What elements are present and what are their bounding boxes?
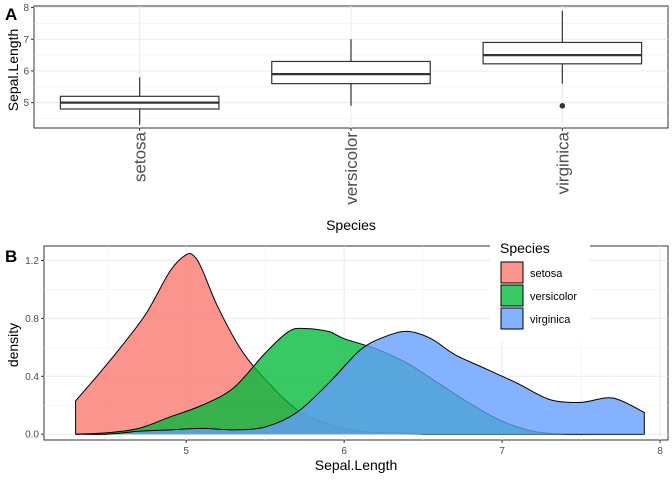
y-tick-label: 6 — [23, 66, 29, 77]
panel-a-y-ticks: 5 6 7 8 — [23, 3, 34, 109]
panel-a: A Sepal.Length Species 5 6 7 8 setosa versic… — [5, 3, 669, 233]
x-tick-label: versicolor — [342, 132, 361, 205]
panel-b-y-ticks: 0.0 0.4 0.8 1.2 — [25, 256, 44, 441]
legend-label: virginica — [530, 314, 571, 326]
density-area-setosa — [75, 253, 645, 435]
x-tick-label: 7 — [499, 446, 505, 457]
x-tick-label: 5 — [183, 446, 189, 457]
outlier-point — [559, 103, 566, 109]
panel-a-boxes — [59, 10, 643, 125]
legend-entry-versicolor: versicolor — [500, 284, 577, 307]
y-tick-label: 0.0 — [25, 430, 39, 441]
box-virginica — [482, 10, 643, 109]
panel-b-x-axis-title: Sepal.Length — [315, 457, 398, 473]
x-tick-label: setosa — [131, 131, 150, 182]
panel-a-x-ticks: setosa versicolor virginica — [131, 128, 572, 205]
legend-title: Species — [500, 240, 550, 256]
y-tick-label: 5 — [23, 98, 29, 109]
panel-b-y-axis-title: density — [5, 323, 21, 367]
box-body — [482, 41, 643, 65]
y-tick-label: 0.4 — [25, 372, 39, 383]
y-tick-label: 8 — [23, 3, 29, 14]
y-tick-label: 7 — [23, 35, 29, 46]
density-outline-virginica — [75, 330, 645, 435]
y-tick-label: 0.8 — [25, 314, 39, 325]
panel-b-legend: Species setosa versicolor virginica — [490, 236, 590, 340]
legend-entries: setosa versicolor virginica — [500, 261, 577, 330]
panel-b-x-ticks: 5 6 7 8 — [183, 440, 663, 457]
y-tick-label: 1.2 — [25, 256, 39, 267]
density-series-virginica — [75, 330, 645, 435]
panel-a-y-axis-title: Sepal.Length — [5, 29, 21, 112]
legend-swatch — [500, 284, 524, 307]
x-tick-label: 6 — [341, 446, 347, 457]
legend-label: setosa — [530, 268, 563, 280]
panel-a-tag: A — [5, 5, 17, 24]
panel-b: B density Sepal.Length 0.0 0.4 0.8 1.2 5 6 7 8… — [5, 236, 669, 473]
box-body — [271, 60, 431, 85]
x-tick-label: 8 — [657, 446, 663, 457]
box-setosa — [59, 77, 220, 125]
legend-swatch — [500, 307, 524, 330]
legend-entry-virginica: virginica — [500, 307, 571, 330]
panel-b-tag: B — [5, 247, 17, 266]
legend-entry-setosa: setosa — [500, 261, 563, 284]
panel-a-x-axis-title: Species — [326, 217, 376, 233]
box-versicolor — [271, 39, 431, 106]
density-area-virginica — [75, 331, 645, 435]
panel-b-density-areas — [74, 252, 645, 435]
legend-swatch — [500, 261, 524, 284]
legend-label: versicolor — [530, 291, 577, 303]
x-tick-label: virginica — [553, 131, 572, 194]
